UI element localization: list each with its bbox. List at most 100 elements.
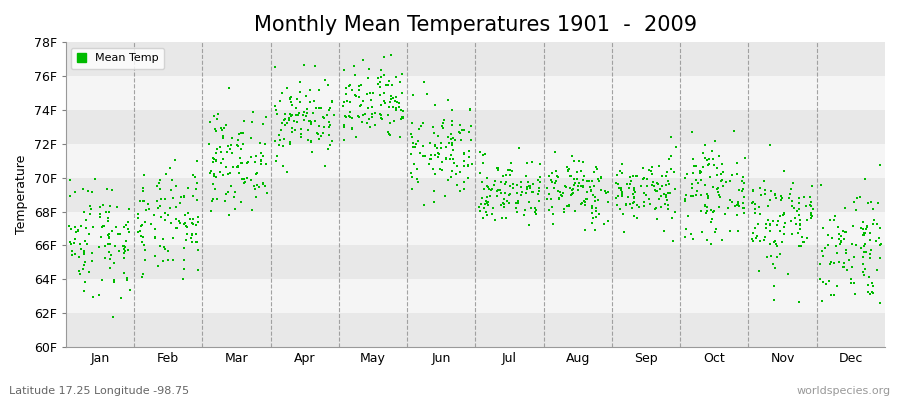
Mean Temp <box>805 213 819 219</box>
Mean Temp <box>706 162 721 169</box>
Mean Temp <box>844 264 859 270</box>
Mean Temp <box>589 163 603 170</box>
Mean Temp <box>648 206 662 213</box>
Mean Temp <box>157 244 171 250</box>
Mean Temp <box>480 175 494 182</box>
Mean Temp <box>374 101 388 108</box>
Mean Temp <box>544 196 558 202</box>
Mean Temp <box>533 160 547 167</box>
Mean Temp <box>591 176 606 182</box>
Mean Temp <box>482 186 497 192</box>
Mean Temp <box>189 180 203 186</box>
Mean Temp <box>804 215 818 222</box>
Mean Temp <box>395 114 410 120</box>
Mean Temp <box>179 223 194 230</box>
Mean Temp <box>795 243 809 250</box>
Mean Temp <box>300 106 314 112</box>
Mean Temp <box>136 198 150 205</box>
Mean Temp <box>122 206 136 212</box>
Mean Temp <box>548 149 562 156</box>
Mean Temp <box>550 173 564 179</box>
Mean Temp <box>99 186 113 192</box>
Mean Temp <box>423 152 437 158</box>
Mean Temp <box>679 198 693 204</box>
Mean Temp <box>322 107 337 113</box>
Mean Temp <box>282 117 296 123</box>
Mean Temp <box>700 192 715 199</box>
Mean Temp <box>664 153 679 160</box>
Mean Temp <box>268 103 283 110</box>
Mean Temp <box>759 225 773 232</box>
Mean Temp <box>158 210 173 216</box>
Mean Temp <box>323 104 338 111</box>
Mean Temp <box>498 181 512 187</box>
Mean Temp <box>153 186 167 192</box>
Mean Temp <box>508 200 523 207</box>
Mean Temp <box>648 187 662 193</box>
Mean Temp <box>85 250 99 256</box>
Mean Temp <box>626 205 640 212</box>
Mean Temp <box>62 192 77 199</box>
Mean Temp <box>813 261 827 268</box>
Mean Temp <box>770 254 785 261</box>
Mean Temp <box>133 198 148 204</box>
Mean Temp <box>303 120 318 127</box>
Mean Temp <box>491 193 505 199</box>
Mean Temp <box>476 186 491 192</box>
Mean Temp <box>859 248 873 255</box>
Mean Temp <box>858 265 872 272</box>
Mean Temp <box>423 155 437 162</box>
Mean Temp <box>653 193 668 199</box>
Mean Temp <box>494 190 508 196</box>
Mean Temp <box>101 215 115 222</box>
Mean Temp <box>574 183 589 190</box>
Y-axis label: Temperature: Temperature <box>15 155 28 234</box>
Mean Temp <box>461 162 475 168</box>
Mean Temp <box>710 171 724 178</box>
Mean Temp <box>566 182 580 188</box>
Mean Temp <box>528 209 543 216</box>
Mean Temp <box>563 172 578 179</box>
Mean Temp <box>446 146 460 153</box>
Mean Temp <box>835 228 850 234</box>
Mean Temp <box>392 104 406 110</box>
Mean Temp <box>827 260 842 266</box>
Mean Temp <box>514 184 528 190</box>
Mean Temp <box>511 144 526 151</box>
Mean Temp <box>373 84 387 91</box>
Mean Temp <box>816 253 831 260</box>
Mean Temp <box>406 140 420 147</box>
Mean Temp <box>76 186 90 192</box>
Mean Temp <box>785 198 799 204</box>
Mean Temp <box>685 180 699 187</box>
Mean Temp <box>219 191 233 198</box>
Mean Temp <box>730 202 744 209</box>
Mean Temp <box>206 196 220 202</box>
Mean Temp <box>446 118 460 124</box>
Mean Temp <box>473 201 488 207</box>
Mean Temp <box>303 139 318 146</box>
Bar <box>66 110 885 144</box>
Mean Temp <box>227 194 241 200</box>
Mean Temp <box>628 189 643 195</box>
Mean Temp <box>96 202 111 208</box>
Mean Temp <box>237 176 251 182</box>
Mean Temp <box>362 116 376 123</box>
Mean Temp <box>792 195 806 201</box>
Mean Temp <box>441 97 455 104</box>
Mean Temp <box>566 190 580 196</box>
Mean Temp <box>211 111 225 117</box>
Mean Temp <box>860 282 875 288</box>
Mean Temp <box>353 103 367 109</box>
Mean Temp <box>309 105 323 112</box>
Mean Temp <box>704 218 718 225</box>
Mean Temp <box>209 158 223 164</box>
Mean Temp <box>664 166 679 172</box>
Mean Temp <box>518 173 533 179</box>
Mean Temp <box>320 146 335 152</box>
Mean Temp <box>363 124 377 130</box>
Mean Temp <box>842 257 856 264</box>
Mean Temp <box>532 185 546 191</box>
Mean Temp <box>283 96 297 102</box>
Mean Temp <box>346 62 361 69</box>
